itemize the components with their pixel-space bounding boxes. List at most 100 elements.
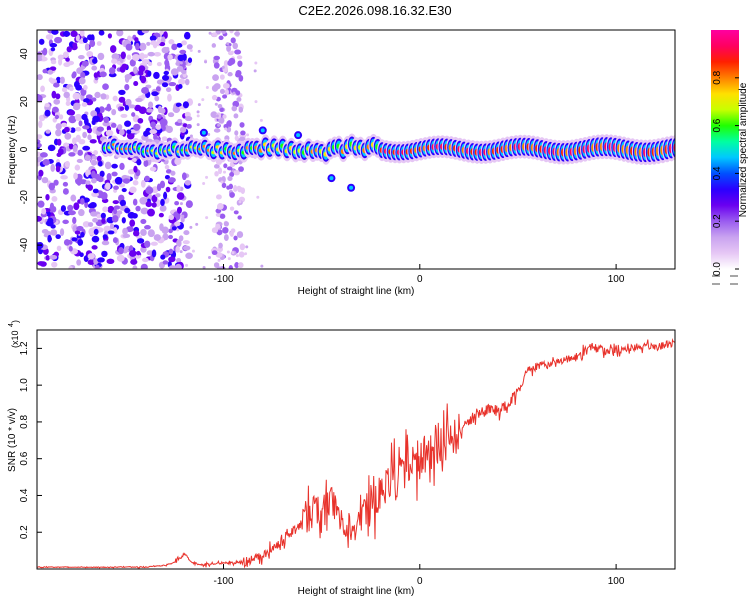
noise-speckle <box>101 251 107 257</box>
noise-speckle <box>89 40 95 47</box>
noise-speckle <box>124 208 130 214</box>
noise-speckle <box>78 209 85 216</box>
noise-speckle <box>146 201 152 207</box>
noise-speckle <box>136 159 141 165</box>
noise-speckle <box>168 82 176 86</box>
noise-speckle <box>41 208 46 214</box>
noise-speckle <box>140 219 146 224</box>
noise-speckle <box>91 245 97 249</box>
noise-speckle <box>130 259 137 265</box>
noise-speckle <box>222 227 228 234</box>
noise-speckle <box>60 228 64 236</box>
noise-speckle <box>197 114 200 117</box>
noise-speckle <box>223 83 230 89</box>
noise-speckle <box>106 130 113 137</box>
x-tick-label: -100 <box>213 274 233 285</box>
noise-speckle <box>188 57 192 63</box>
noise-speckle <box>125 75 129 83</box>
figure-title: C2E2.2026.098.16.32.E30 <box>298 3 451 18</box>
noise-speckle <box>102 83 109 90</box>
noise-speckle <box>163 260 169 264</box>
noise-speckle <box>133 199 138 206</box>
noise-speckle <box>205 176 208 179</box>
noise-speckle <box>54 37 62 44</box>
noise-speckle <box>236 97 241 102</box>
noise-speckle <box>169 249 174 255</box>
y-tick-label: 0.2 <box>19 525 30 539</box>
noise-speckle <box>240 243 245 250</box>
noise-speckle <box>147 70 151 76</box>
noise-speckle <box>141 180 146 188</box>
noise-speckle <box>60 175 68 179</box>
noise-speckle <box>254 100 257 103</box>
noise-speckle <box>212 43 216 48</box>
noise-speckle <box>229 28 234 34</box>
noise-speckle <box>42 177 49 183</box>
noise-speckle <box>113 209 117 214</box>
noise-speckle <box>124 121 131 127</box>
noise-speckle <box>133 67 138 74</box>
y-tick-label: 40 <box>19 48 30 60</box>
noise-speckle <box>65 57 70 61</box>
noise-speckle <box>232 92 235 95</box>
noise-speckle <box>63 188 69 195</box>
noise-speckle <box>125 105 129 111</box>
noise-speckle <box>79 77 86 84</box>
noise-speckle <box>85 43 90 51</box>
noise-speckle <box>39 39 45 45</box>
noise-speckle <box>226 45 231 52</box>
noise-speckle <box>231 106 237 112</box>
noise-speckle <box>59 114 63 119</box>
signal-blob-core <box>349 186 353 190</box>
noise-speckle <box>233 236 237 241</box>
noise-speckle <box>119 163 124 170</box>
noise-speckle <box>234 32 240 36</box>
noise-speckle <box>231 51 234 54</box>
noise-speckle <box>76 259 81 265</box>
noise-speckle <box>214 62 220 68</box>
noise-speckle <box>134 37 138 42</box>
noise-speckle <box>163 192 167 200</box>
noise-speckle <box>209 32 212 35</box>
signal-band-core <box>678 142 683 152</box>
noise-speckle <box>123 234 131 238</box>
noise-speckle <box>76 226 83 231</box>
noise-speckle <box>73 92 81 99</box>
noise-speckle <box>178 79 185 85</box>
noise-speckle <box>127 55 132 60</box>
noise-speckle <box>143 131 149 137</box>
noise-speckle <box>50 164 55 172</box>
y-tick-label: 0.4 <box>19 488 30 502</box>
y-tick-label: 0 <box>19 146 30 152</box>
noise-speckle <box>34 216 42 222</box>
noise-speckle <box>120 107 124 111</box>
noise-speckle <box>256 196 259 199</box>
noise-speckle <box>186 200 193 208</box>
noise-speckle <box>234 210 239 214</box>
noise-speckle <box>49 255 57 260</box>
signal-band-outer <box>680 137 688 157</box>
noise-speckle <box>77 178 82 186</box>
noise-speckle <box>92 236 100 243</box>
noise-speckle <box>218 167 222 174</box>
noise-speckle <box>73 145 78 152</box>
noise-speckle <box>164 60 169 67</box>
noise-speckle <box>239 137 245 141</box>
noise-speckle <box>65 161 70 168</box>
noise-speckle <box>82 61 89 67</box>
noise-speckle <box>226 42 229 45</box>
noise-speckle <box>86 51 93 57</box>
x-tick-label: 0 <box>417 274 423 285</box>
noise-speckle <box>217 124 220 127</box>
noise-speckle <box>162 75 169 81</box>
noise-speckle <box>77 150 83 156</box>
noise-speckle <box>212 95 217 100</box>
noise-speckle <box>66 101 71 106</box>
noise-speckle <box>101 192 108 200</box>
noise-speckle <box>195 223 198 226</box>
noise-speckle <box>180 127 187 133</box>
noise-speckle <box>219 36 224 41</box>
noise-speckle <box>129 186 136 193</box>
noise-speckle <box>181 217 185 223</box>
noise-speckle <box>91 66 97 71</box>
